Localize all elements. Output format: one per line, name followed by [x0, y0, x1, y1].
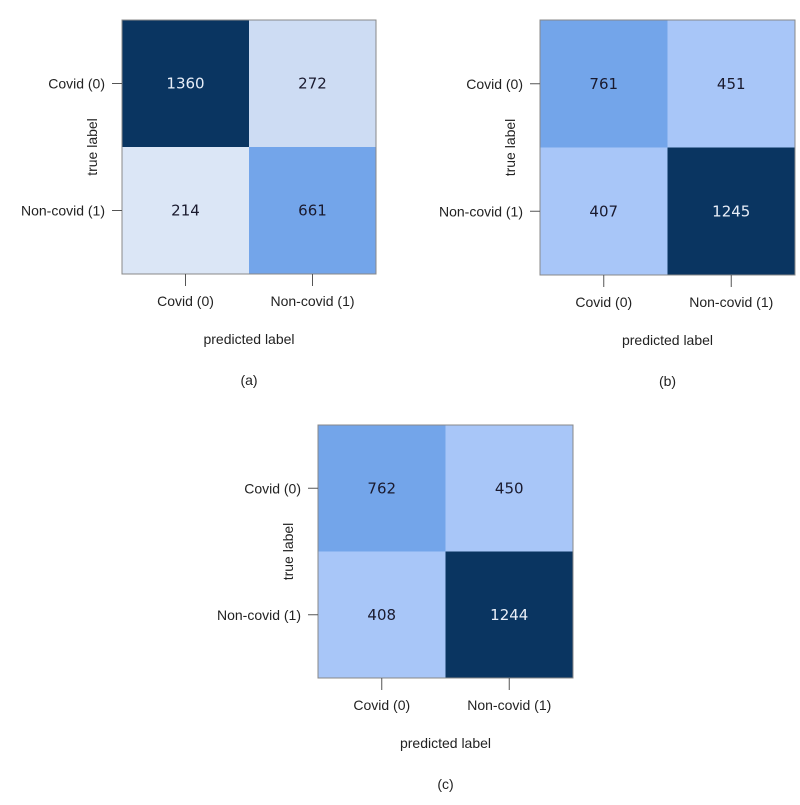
x-axis-label: predicted label	[622, 332, 713, 348]
y-tick-label: Covid (0)	[244, 480, 301, 496]
cell-value-label: 451	[717, 75, 746, 93]
matrix-cell	[249, 147, 377, 275]
y-tick-label: Covid (0)	[48, 76, 105, 92]
cell-value-label: 1245	[712, 202, 750, 220]
cell-value-label: 1244	[490, 606, 528, 624]
confusion-matrix-a: 1360 272 214 661 Covid (0) Non-covid (1) Covid…	[21, 19, 377, 388]
y-tick-label: Non-covid (1)	[21, 203, 105, 219]
y-axis-label: true label	[502, 119, 518, 177]
x-tick-label: Non-covid (1)	[689, 294, 773, 310]
matrix-frame	[121, 19, 377, 275]
matrix-cell	[122, 20, 250, 148]
cell-value-label: 407	[589, 202, 618, 220]
confusion-matrix-b: 761 451 407 1245 Covid (0) Non-covid (1) Covid…	[439, 19, 796, 389]
matrix-cell	[540, 20, 668, 148]
y-tick-label: Covid (0)	[466, 76, 523, 92]
matrix-cell	[540, 147, 668, 276]
y-axis-label: true label	[84, 118, 100, 176]
cell-value-label: 214	[171, 202, 200, 220]
matrix-cell	[667, 20, 796, 148]
matrix-cell	[249, 20, 377, 148]
matrix-cell	[445, 551, 574, 679]
x-axis-label: predicted label	[400, 735, 491, 751]
matrix-cell	[667, 147, 796, 276]
matrix-cell	[318, 551, 446, 679]
confusion-matrix-c: 762 450 408 1244 Covid (0) Non-covid (1) Covid…	[217, 424, 574, 792]
x-axis-label: predicted label	[203, 331, 294, 347]
cell-value-label: 1360	[166, 75, 204, 93]
cell-value-label: 450	[495, 479, 524, 497]
cell-value-label: 408	[367, 606, 396, 624]
y-tick-label: Non-covid (1)	[217, 607, 301, 623]
x-tick-label: Non-covid (1)	[270, 293, 354, 309]
cell-value-label: 661	[298, 202, 327, 220]
cell-value-label: 761	[589, 75, 618, 93]
x-tick-label: Covid (0)	[157, 293, 214, 309]
x-tick-label: Non-covid (1)	[467, 697, 551, 713]
matrix-frame	[317, 424, 574, 679]
cell-value-label: 272	[298, 75, 327, 93]
y-axis-label: true label	[280, 523, 296, 581]
panel-label: (b)	[659, 373, 676, 389]
matrix-cell	[318, 425, 446, 552]
matrix-cell	[445, 425, 574, 552]
x-tick-label: Covid (0)	[575, 294, 632, 310]
y-tick-label: Non-covid (1)	[439, 203, 523, 219]
panel-label: (a)	[240, 372, 257, 388]
matrix-frame	[539, 19, 796, 276]
x-tick-label: Covid (0)	[353, 697, 410, 713]
matrix-cell	[122, 147, 250, 275]
panel-label: (c)	[437, 776, 453, 792]
cell-value-label: 762	[367, 479, 396, 497]
